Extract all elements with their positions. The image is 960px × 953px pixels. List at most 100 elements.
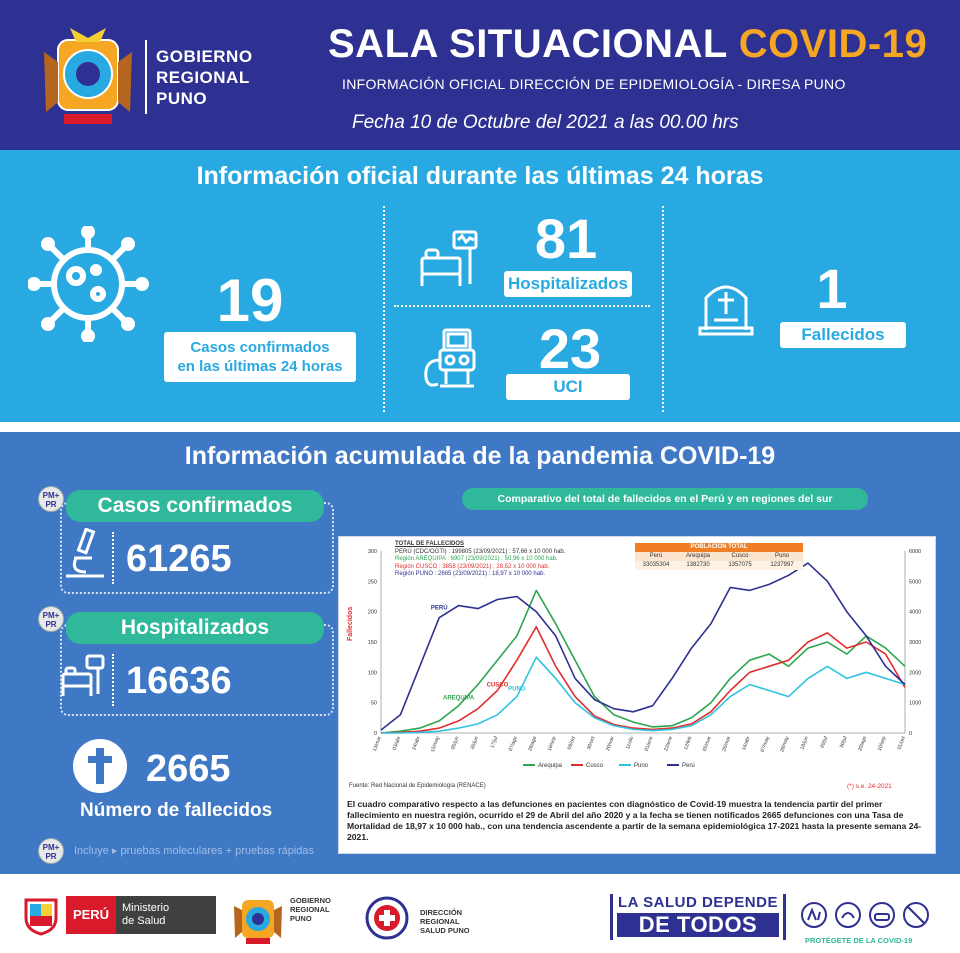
x-tick-label: 20/nov — [605, 735, 616, 752]
series-label: PUNO — [508, 687, 526, 693]
chart-description: El cuadro comparativo respecto a las def… — [347, 799, 922, 842]
y-tick-label-left: 200 — [368, 610, 377, 616]
divider — [662, 206, 664, 412]
population-header: Arequipa — [685, 553, 711, 559]
x-tick-label: 12/feb — [683, 735, 693, 750]
y-axis-label: Fallecidos — [347, 606, 354, 641]
population-header: Perú — [649, 553, 663, 559]
x-tick-label: 28/ago — [527, 735, 538, 752]
series-line — [380, 626, 906, 734]
divider — [112, 654, 114, 706]
gov-line: PUNO — [156, 89, 208, 108]
dept-line: DIRECCIÓN — [420, 908, 463, 917]
gr-line: REGIONAL — [290, 905, 330, 914]
x-tick-label: 07/may — [760, 735, 771, 753]
peru-shield-icon — [24, 898, 58, 936]
title-main: SALA SITUACIONAL — [328, 22, 728, 66]
mask-icon — [869, 902, 895, 928]
totals-line: Región PUNO : 2665 (23/09/2021) : 18,97 … — [395, 571, 546, 577]
population-title: POBLACIÓN TOTAL — [635, 543, 803, 552]
x-tick-label: 17/jul — [490, 736, 500, 749]
badge-line: PM+ — [42, 611, 60, 620]
tombstone-icon — [698, 285, 754, 336]
y-tick-label-left: 0 — [374, 731, 377, 737]
y-tick-label-right: 0 — [909, 731, 912, 737]
x-tick-label: 26/mar — [721, 735, 732, 752]
dept-line: REGIONAL — [420, 917, 460, 926]
no-gathering-icon — [903, 902, 929, 928]
deaths-total-label: Número de fallecidos — [80, 800, 273, 821]
totals-title: TOTAL DE FALLECIDOS — [395, 541, 465, 547]
deaths-total-value: 2665 — [146, 748, 231, 790]
label-line: Casos confirmados — [190, 339, 330, 356]
hospital-bed-icon — [420, 230, 478, 286]
x-tick-label: 30/jul — [839, 736, 849, 749]
population-table: POBLACIÓN TOTAL Perú Arequipa Cusco Puno… — [635, 543, 803, 570]
chart-panel: 0 50 100 150 200 250 300 0 1000 2000 3000 4000 5000 6… — [338, 536, 936, 854]
campaign-line-2: DE TODOS — [617, 913, 779, 937]
y-tick-label-right: 2000 — [909, 670, 921, 676]
x-tick-label: 01/oct — [897, 735, 908, 750]
report-date: Fecha 10 de Octubre del 2021 a las 00.00… — [352, 112, 739, 133]
minsa-logo: PERÚ Ministerio de Salud — [66, 896, 216, 934]
totals-line: Región AREQUIPA : 6907 (23/09/2021) : 50… — [395, 556, 558, 562]
dept-line: SALUD PUNO — [420, 926, 470, 935]
chart-title: Comparativo del total de fallecidos en e… — [462, 488, 868, 510]
regional-seal-icon — [44, 28, 132, 124]
x-tick-label: 28/may — [779, 735, 790, 753]
ministerio-label: Ministerio de Salud — [116, 896, 216, 934]
ministerio-line: de Salud — [122, 915, 166, 927]
x-tick-label: 13/mar — [372, 735, 383, 752]
badge-line: PR — [45, 500, 57, 509]
population-value: 1237997 — [770, 562, 794, 568]
pm-pr-badge: PM+ PR — [38, 606, 64, 632]
population-value: 1357075 — [728, 562, 752, 568]
y-tick-label-left: 50 — [371, 701, 377, 707]
totals-line: Región CUSCO : 3858 (23/09/2021) : 28,52… — [395, 563, 550, 570]
x-tick-label: 20/ago — [857, 735, 868, 752]
hospitalized-total-value: 16636 — [126, 660, 232, 702]
population-header-row: Perú Arequipa Cusco Puno — [635, 552, 803, 561]
x-tick-label: 01/ene — [644, 735, 655, 752]
protect-slogan: PROTÉGETE DE LA COVID-19 — [805, 936, 913, 945]
regional-seal-icon — [234, 900, 282, 944]
series-line — [380, 589, 906, 734]
pm-pr-badge: PM+ PR — [38, 486, 64, 512]
y-tick-label-right: 4000 — [909, 610, 921, 616]
last-24h-section: Información oficial durante las últimas … — [0, 150, 960, 422]
x-tick-label: 24/abr — [411, 735, 422, 751]
x-tick-label: 05/mar — [702, 735, 713, 752]
chart-note: (*) s.e. 24-2021 — [847, 783, 892, 790]
x-tick-label: 09/jul — [820, 736, 830, 749]
y-tick-label-right: 6000 — [909, 549, 921, 555]
divider — [112, 532, 114, 584]
y-tick-label-right: 1000 — [909, 701, 921, 707]
y-tick-label-left: 250 — [368, 579, 377, 585]
section-title: Información acumulada de la pandemia COV… — [184, 442, 776, 470]
gov-line: REGIONAL — [156, 68, 250, 87]
header: GOBIERNO REGIONAL PUNO SALA SITUACIONAL … — [0, 0, 960, 150]
y-tick-label-right: 5000 — [909, 579, 921, 585]
pm-pr-badge: PM+ PR — [38, 838, 64, 864]
series-label: CUSCO — [487, 683, 509, 689]
y-tick-label-left: 100 — [368, 670, 377, 676]
x-tick-label: 05/jun — [450, 735, 460, 750]
section-title: Información oficial durante las últimas … — [196, 162, 764, 190]
population-value: 33035304 — [642, 562, 670, 568]
y-tick-label-left: 150 — [368, 640, 377, 646]
deaths-comparison-chart: 0501001502002503000100020003000400050006… — [368, 549, 921, 769]
section-gap — [0, 422, 960, 432]
gr-line: GOBIERNO — [290, 896, 331, 905]
badge-line: PR — [45, 852, 57, 861]
legend-label: Cusco — [586, 763, 604, 769]
confirmed-total-label: Casos confirmados — [66, 490, 324, 522]
series-line — [381, 656, 906, 734]
x-tick-label: 30/oct — [586, 735, 597, 750]
handwash-icon — [835, 902, 861, 928]
deaths-24h-value: 1 — [816, 257, 848, 320]
legend-label: Perú — [682, 763, 695, 769]
x-tick-label: 09/oct — [567, 735, 578, 750]
y-tick-label-right: 3000 — [909, 640, 921, 646]
chart-source: Fuente: Red Nacional de Epidemiología (R… — [349, 783, 486, 789]
legend-label: Arequipa — [538, 763, 563, 769]
